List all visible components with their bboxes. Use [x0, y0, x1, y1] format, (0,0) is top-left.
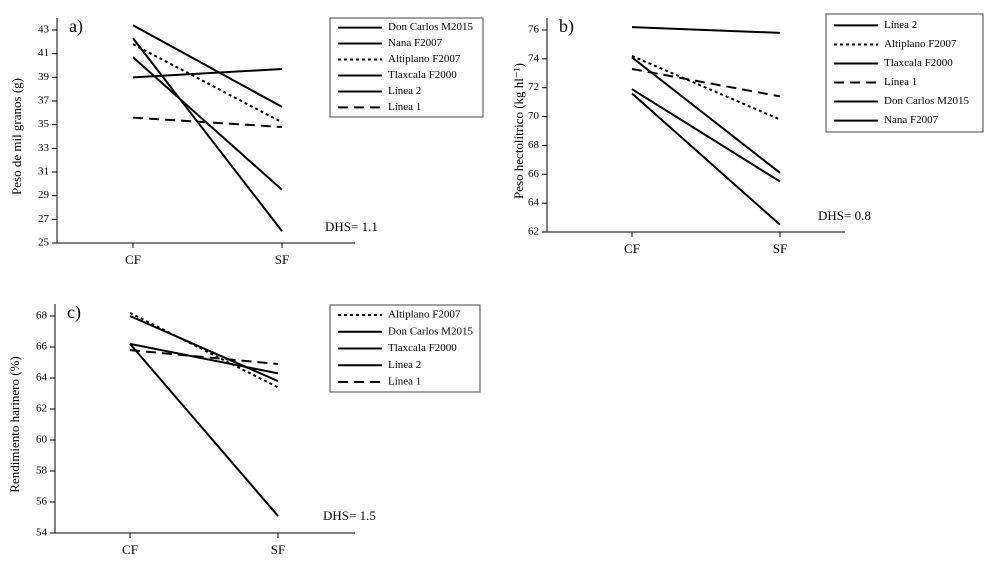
y-tick-label: 64: [528, 197, 540, 209]
data-line: [631, 88, 781, 183]
legend-label: Línea 2: [388, 85, 421, 97]
data-line: [132, 24, 283, 108]
legend-label: Nana F2007: [884, 114, 939, 126]
y-axis-label: Peso de mil granos (g): [9, 78, 24, 195]
y-tick-label: 66: [36, 341, 48, 353]
y-tick-label: 35: [38, 118, 50, 130]
x-tick-label: SF: [271, 542, 285, 557]
y-tick-label: 39: [38, 71, 50, 83]
data-line: [631, 55, 781, 121]
y-tick-label: 56: [36, 496, 48, 508]
y-tick-label: 60: [36, 434, 48, 446]
y-tick-label: 25: [38, 237, 50, 249]
data-line: [132, 43, 283, 124]
legend-label: Línea 2: [388, 359, 421, 371]
legend-box: [329, 17, 484, 118]
x-tick-label: SF: [275, 252, 289, 267]
y-tick-label: 76: [528, 24, 540, 36]
legend-label: Tlaxcala F2000: [388, 69, 457, 81]
annotation: DHS= 1.1: [325, 219, 378, 234]
legend-label: Altiplano F2007: [884, 38, 957, 50]
y-tick-label: 58: [36, 465, 48, 477]
y-tick-label: 68: [528, 139, 540, 151]
data-line: [132, 116, 283, 129]
legend-label: Tlaxcala F2000: [884, 57, 953, 69]
y-tick-label: 70: [528, 110, 540, 122]
data-line: [631, 26, 781, 34]
annotation: DHS= 0.8: [818, 208, 871, 223]
legend-label: Línea 1: [884, 76, 917, 88]
y-tick-label: 64: [36, 372, 48, 384]
y-tick-label: 43: [38, 24, 50, 36]
data-line: [631, 56, 781, 174]
x-tick-label: CF: [624, 241, 640, 256]
y-tick-label: 27: [38, 213, 50, 225]
legend-label: Don Carlos M2015: [388, 21, 473, 33]
y-tick-label: 66: [528, 168, 540, 180]
y-tick-label: 68: [36, 310, 48, 322]
panel-label: b): [559, 16, 574, 37]
data-line: [132, 68, 283, 79]
y-tick-label: 72: [528, 81, 539, 93]
y-axis-label: Peso hectolítrico (kg hl⁻¹): [511, 63, 526, 199]
legend-label: Don Carlos M2015: [884, 95, 969, 107]
data-line: [132, 56, 283, 191]
legend-label: Línea 1: [388, 375, 421, 387]
data-line: [132, 37, 283, 232]
legend-label: Altiplano F2007: [388, 53, 461, 65]
panel-label: c): [67, 302, 81, 323]
y-tick-label: 41: [38, 47, 49, 59]
x-tick-label: CF: [122, 542, 138, 557]
y-tick-label: 29: [38, 189, 50, 201]
y-tick-label: 62: [528, 226, 539, 238]
y-axis-label: Rendimiento harinero (%): [7, 356, 22, 492]
y-tick-label: 37: [38, 95, 50, 107]
data-line: [129, 342, 279, 375]
legend-label: Línea 2: [884, 19, 917, 31]
y-tick-label: 31: [38, 166, 49, 178]
data-line: [129, 315, 279, 383]
legend-label: Tlaxcala F2000: [388, 342, 457, 354]
legend-label: Don Carlos M2015: [388, 325, 473, 337]
data-line: [129, 349, 279, 366]
data-line: [631, 92, 781, 226]
panel-label: a): [69, 16, 83, 37]
y-tick-label: 62: [36, 403, 47, 415]
legend-label: Altiplano F2007: [388, 309, 461, 321]
x-tick-label: SF: [773, 241, 787, 256]
data-line: [129, 343, 279, 517]
y-tick-label: 54: [36, 527, 48, 539]
y-tick-label: 74: [528, 52, 540, 64]
legend-label: Línea 1: [388, 101, 421, 113]
data-line: [631, 67, 781, 98]
x-tick-label: CF: [125, 252, 141, 267]
annotation: DHS= 1.5: [323, 508, 376, 523]
data-line: [129, 312, 279, 389]
y-tick-label: 33: [38, 142, 50, 154]
legend-label: Nana F2007: [388, 37, 443, 49]
legend-box: [825, 13, 984, 133]
